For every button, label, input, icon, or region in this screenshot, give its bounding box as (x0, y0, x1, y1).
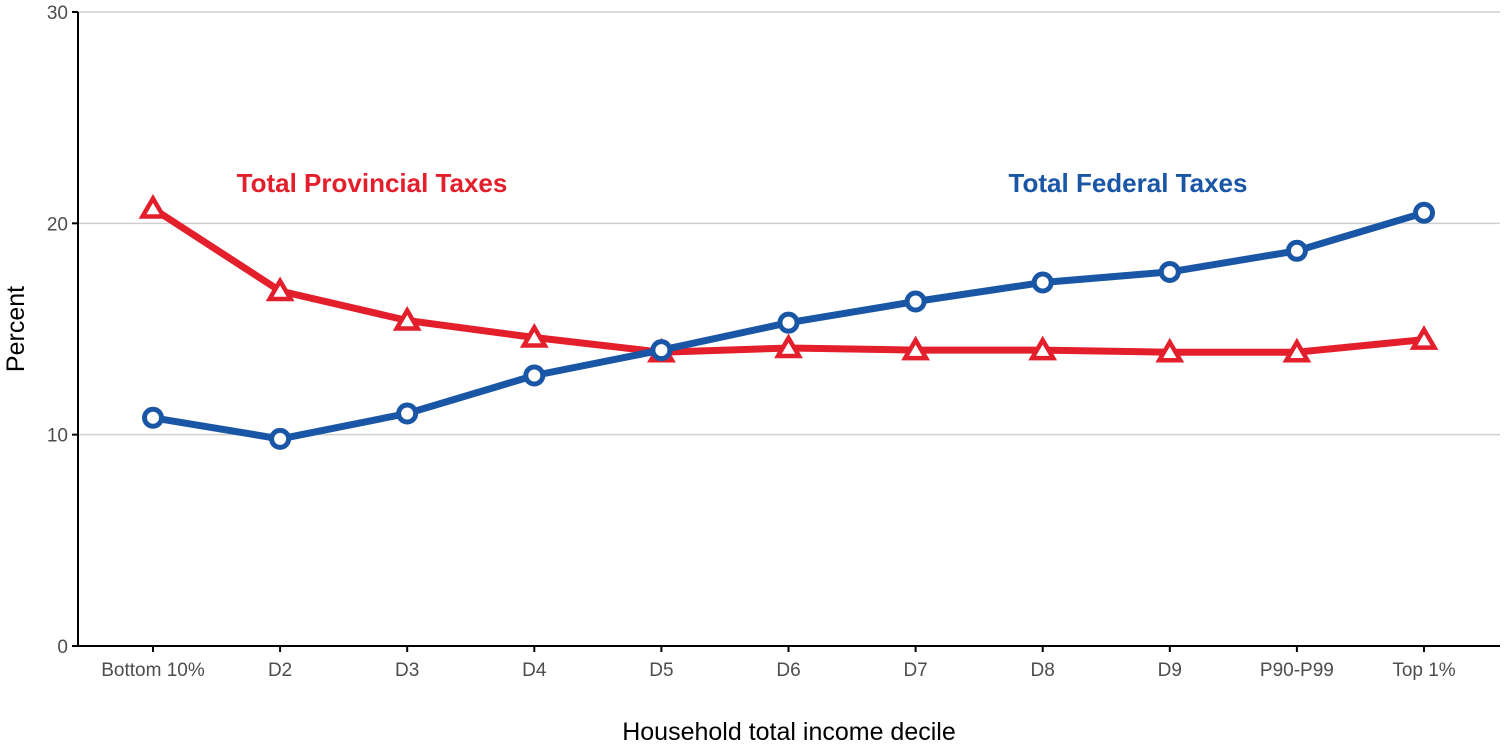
y-tick-label: 20 (47, 214, 68, 235)
x-tick-label: D7 (903, 660, 927, 681)
x-tick-label: D8 (1031, 660, 1055, 681)
x-tick-label: D3 (395, 660, 419, 681)
y-axis-title: Percent (2, 286, 30, 372)
x-tick-label: D4 (522, 660, 547, 681)
x-tick-label: D2 (268, 660, 292, 681)
data-point (138, 194, 168, 219)
x-tick-label: P90-P99 (1260, 660, 1334, 681)
data-point (1028, 335, 1058, 361)
data-point (1158, 260, 1181, 283)
data-point (1155, 337, 1185, 363)
series-layer (138, 194, 1439, 450)
y-tick-label: 0 (57, 637, 68, 658)
data-point (265, 276, 295, 302)
data-point (1282, 337, 1312, 363)
x-tick-label: D6 (776, 660, 800, 681)
data-point (519, 323, 549, 348)
gridlines (78, 11, 1500, 436)
data-point (1413, 201, 1435, 224)
y-axis-ticks: 0 10 20 30 (47, 3, 78, 658)
x-tick-label: D9 (1158, 660, 1182, 681)
x-tick-label: Top 1% (1392, 660, 1455, 681)
data-point (1031, 271, 1054, 294)
data-point (392, 306, 422, 331)
data-point (901, 335, 931, 361)
data-point (1285, 239, 1308, 262)
data-point (904, 290, 927, 313)
series-label-federal: Total Federal Taxes (1009, 168, 1248, 198)
data-point (142, 406, 164, 429)
data-point (396, 402, 419, 425)
y-tick-label: 30 (47, 3, 68, 24)
series-1 (142, 201, 1435, 450)
x-tick-label: Bottom 10% (101, 660, 205, 681)
y-tick-label: 10 (47, 426, 68, 447)
x-axis-ticks: Bottom 10% D2 D3 D4 D5 D6 D7 D8 D9 P90-P99 Top 1% (101, 646, 1456, 681)
data-point (777, 311, 800, 334)
data-point (523, 364, 546, 387)
x-axis-title: Household total income decile (622, 718, 956, 746)
data-point (1409, 325, 1439, 350)
data-point (650, 339, 673, 362)
data-point (269, 427, 292, 450)
series-label-provincial: Total Provincial Taxes (237, 168, 508, 198)
data-point (774, 333, 803, 359)
x-tick-label: D5 (649, 660, 673, 681)
